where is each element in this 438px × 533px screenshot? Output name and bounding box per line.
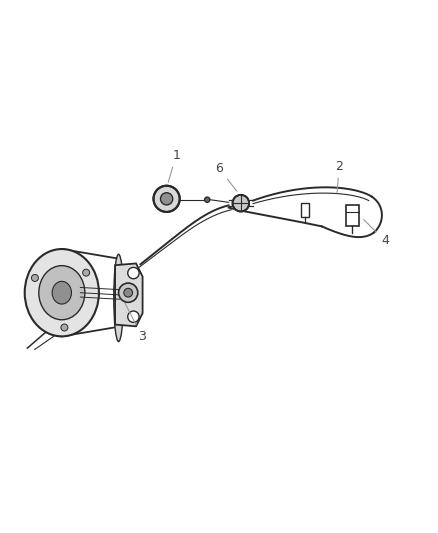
Polygon shape (115, 263, 143, 326)
Circle shape (233, 195, 249, 212)
Text: 3: 3 (124, 302, 146, 343)
Circle shape (124, 288, 133, 297)
Text: 6: 6 (215, 161, 237, 191)
FancyBboxPatch shape (300, 203, 309, 217)
Circle shape (160, 193, 173, 205)
Circle shape (128, 311, 139, 322)
Circle shape (61, 324, 68, 331)
Ellipse shape (52, 281, 71, 304)
Text: 1: 1 (168, 149, 180, 182)
Ellipse shape (114, 254, 124, 342)
Ellipse shape (39, 265, 85, 320)
Circle shape (205, 197, 210, 203)
Text: 4: 4 (364, 220, 389, 247)
Circle shape (119, 283, 138, 302)
Circle shape (83, 269, 90, 276)
Circle shape (153, 185, 180, 212)
Circle shape (32, 274, 39, 281)
Circle shape (128, 268, 139, 279)
Ellipse shape (25, 249, 99, 336)
Text: 2: 2 (335, 159, 343, 193)
FancyBboxPatch shape (346, 205, 359, 226)
